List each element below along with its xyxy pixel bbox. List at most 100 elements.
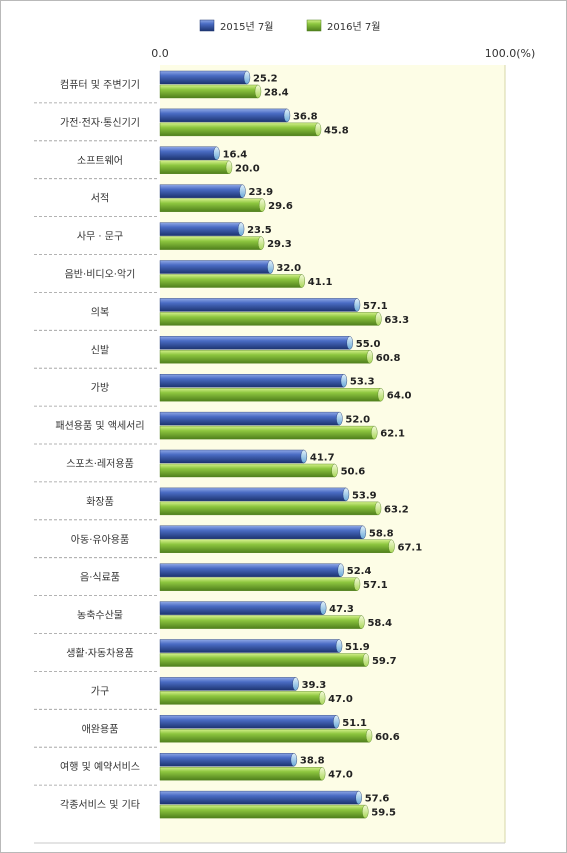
value-label-2016: 58.4 bbox=[367, 618, 392, 629]
bar-2015 bbox=[159, 298, 358, 312]
value-label-2015: 55.0 bbox=[356, 339, 381, 350]
bar-2016 bbox=[159, 539, 392, 553]
value-label-2015: 16.4 bbox=[223, 149, 248, 160]
bar-2016 bbox=[159, 236, 262, 250]
value-labels: 25.2 28.4 36.8 45.8 16.4 20.0 23.9 29.6 23.5 29.3… bbox=[223, 74, 423, 819]
bar-2015 bbox=[159, 525, 364, 539]
category-label: 사무 · 문구 bbox=[77, 231, 123, 243]
value-label-2015: 39.3 bbox=[302, 680, 327, 691]
category-label: 가방 bbox=[91, 382, 109, 394]
bar-cap-2015 bbox=[319, 601, 327, 615]
value-label-2015: 57.6 bbox=[365, 794, 390, 805]
bar-2016 bbox=[159, 691, 323, 705]
category-label: 여행 및 예약서비스 bbox=[60, 761, 140, 773]
bar-2015 bbox=[159, 146, 217, 161]
bar-cap-2016 bbox=[371, 425, 378, 440]
value-label-2016: 47.0 bbox=[328, 694, 353, 705]
value-label-2016: 47.0 bbox=[328, 770, 353, 781]
bar-cap-2016 bbox=[318, 691, 326, 705]
bar-2015 bbox=[159, 715, 337, 729]
bar-cap-2016 bbox=[298, 274, 305, 288]
bar-2015 bbox=[159, 753, 295, 767]
value-label-2016: 62.1 bbox=[380, 429, 405, 440]
bar-2015 bbox=[159, 487, 347, 502]
bar-2016 bbox=[159, 274, 302, 288]
bar-cap-2015 bbox=[213, 146, 220, 161]
category-label: 음·식료품 bbox=[80, 572, 120, 584]
category-label: 의복 bbox=[91, 306, 109, 318]
bar-cap-2015 bbox=[355, 790, 362, 805]
bar-cap-2015 bbox=[267, 260, 274, 274]
value-label-2016: 20.0 bbox=[235, 163, 260, 174]
value-label-2015: 58.8 bbox=[369, 528, 394, 539]
bar-cap-2015 bbox=[353, 298, 361, 312]
legend-label-2016: 2016년 7월 bbox=[327, 21, 380, 33]
bar-cap-2015 bbox=[336, 411, 343, 426]
value-label-2015: 23.5 bbox=[247, 225, 272, 236]
category-label: 가구 bbox=[91, 685, 109, 697]
bar-2016 bbox=[159, 577, 358, 591]
bar-2016 bbox=[159, 160, 230, 175]
category-label: 가전·전자·통신기기 bbox=[60, 117, 140, 129]
bar-2016 bbox=[159, 122, 319, 137]
bar-2016 bbox=[159, 501, 379, 516]
legend: 2015년 7월 2016년 7월 bbox=[199, 19, 380, 33]
bar-2015 bbox=[159, 70, 248, 85]
value-label-2015: 36.8 bbox=[293, 111, 318, 122]
value-label-2015: 52.0 bbox=[345, 415, 370, 426]
bars bbox=[159, 70, 395, 819]
legend-swatch-2015 bbox=[199, 19, 215, 32]
category-label: 각종서비스 및 기타 bbox=[60, 799, 140, 811]
value-label-2016: 41.1 bbox=[308, 277, 333, 288]
value-label-2016: 59.7 bbox=[372, 656, 397, 667]
bar-2016 bbox=[159, 312, 379, 326]
bar-cap-2016 bbox=[374, 501, 382, 516]
bar-cap-2015 bbox=[239, 184, 246, 198]
bar-2015 bbox=[159, 184, 243, 198]
bar-cap-2015 bbox=[337, 563, 344, 577]
bar-2015 bbox=[159, 222, 242, 236]
bar-2015 bbox=[159, 374, 345, 388]
category-label: 컴퓨터 및 주변기기 bbox=[60, 79, 140, 91]
bar-cap-2015 bbox=[290, 753, 298, 767]
value-label-2016: 45.8 bbox=[324, 125, 349, 136]
axis-max-label: 100.0(%) bbox=[485, 47, 536, 60]
value-label-2016: 60.8 bbox=[376, 353, 401, 364]
bar-2016 bbox=[159, 350, 370, 364]
category-label: 생활·자동차용품 bbox=[66, 646, 134, 659]
category-label: 농축수산물 bbox=[77, 610, 123, 622]
bar-2016 bbox=[159, 198, 263, 212]
bar-cap-2016 bbox=[314, 122, 322, 137]
value-label-2015: 47.3 bbox=[329, 604, 354, 615]
bar-2015 bbox=[159, 677, 296, 691]
value-label-2016: 50.6 bbox=[341, 467, 366, 478]
bar-2016 bbox=[159, 425, 375, 440]
value-label-2015: 57.1 bbox=[363, 301, 388, 312]
bar-cap-2015 bbox=[283, 108, 291, 123]
bar-2015 bbox=[159, 563, 341, 577]
bar-cap-2015 bbox=[346, 336, 353, 350]
bar-cap-2016 bbox=[362, 804, 369, 819]
bar-2016 bbox=[159, 804, 366, 819]
bar-2015 bbox=[159, 790, 359, 805]
value-label-2015: 51.9 bbox=[345, 642, 370, 653]
bar-cap-2015 bbox=[243, 70, 251, 85]
bar-2016 bbox=[159, 388, 382, 402]
value-label-2016: 63.2 bbox=[384, 504, 409, 515]
category-label: 신발 bbox=[91, 344, 109, 356]
bar-2015 bbox=[159, 108, 288, 123]
value-label-2016: 59.5 bbox=[371, 808, 396, 819]
bar-cap-2015 bbox=[333, 715, 340, 729]
bar-cap-2016 bbox=[254, 84, 262, 99]
legend-label-2015: 2015년 7월 bbox=[220, 21, 273, 33]
bar-cap-2015 bbox=[340, 374, 348, 388]
value-label-2016: 67.1 bbox=[397, 542, 422, 553]
bar-cap-2016 bbox=[365, 729, 373, 743]
category-label: 패션용품 및 액세서리 bbox=[55, 420, 144, 432]
value-label-2015: 53.3 bbox=[350, 377, 375, 388]
value-label-2015: 41.7 bbox=[310, 453, 335, 464]
bar-cap-2016 bbox=[358, 615, 365, 629]
bar-cap-2015 bbox=[342, 487, 350, 502]
value-label-2016: 63.3 bbox=[384, 315, 409, 326]
